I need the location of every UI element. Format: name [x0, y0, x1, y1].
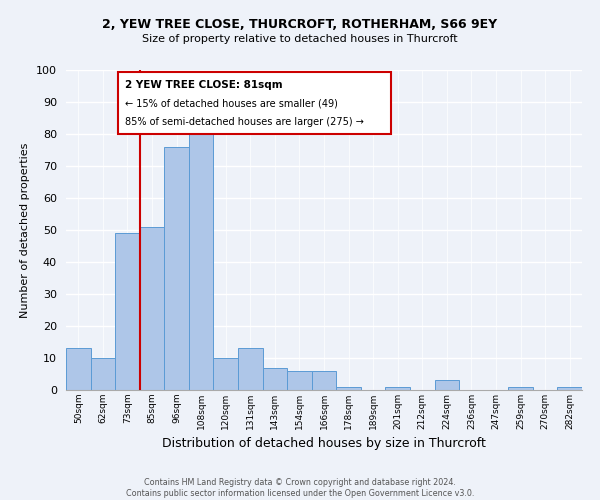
Bar: [312, 371, 336, 390]
Bar: [66, 348, 91, 390]
Bar: [434, 380, 459, 390]
Bar: [140, 227, 164, 390]
FancyBboxPatch shape: [118, 72, 391, 134]
Bar: [214, 358, 238, 390]
Text: Size of property relative to detached houses in Thurcroft: Size of property relative to detached ho…: [142, 34, 458, 43]
Bar: [287, 371, 312, 390]
Bar: [115, 233, 140, 390]
Bar: [164, 147, 189, 390]
Text: Contains HM Land Registry data © Crown copyright and database right 2024.
Contai: Contains HM Land Registry data © Crown c…: [126, 478, 474, 498]
Bar: [557, 387, 582, 390]
Bar: [91, 358, 115, 390]
Bar: [508, 387, 533, 390]
Text: 2 YEW TREE CLOSE: 81sqm: 2 YEW TREE CLOSE: 81sqm: [125, 80, 283, 90]
Text: 85% of semi-detached houses are larger (275) →: 85% of semi-detached houses are larger (…: [125, 116, 364, 126]
Bar: [263, 368, 287, 390]
Bar: [189, 131, 214, 390]
Y-axis label: Number of detached properties: Number of detached properties: [20, 142, 31, 318]
Bar: [336, 387, 361, 390]
Bar: [238, 348, 263, 390]
Bar: [385, 387, 410, 390]
Text: ← 15% of detached houses are smaller (49): ← 15% of detached houses are smaller (49…: [125, 98, 338, 108]
Text: 2, YEW TREE CLOSE, THURCROFT, ROTHERHAM, S66 9EY: 2, YEW TREE CLOSE, THURCROFT, ROTHERHAM,…: [103, 18, 497, 30]
X-axis label: Distribution of detached houses by size in Thurcroft: Distribution of detached houses by size …: [162, 438, 486, 450]
